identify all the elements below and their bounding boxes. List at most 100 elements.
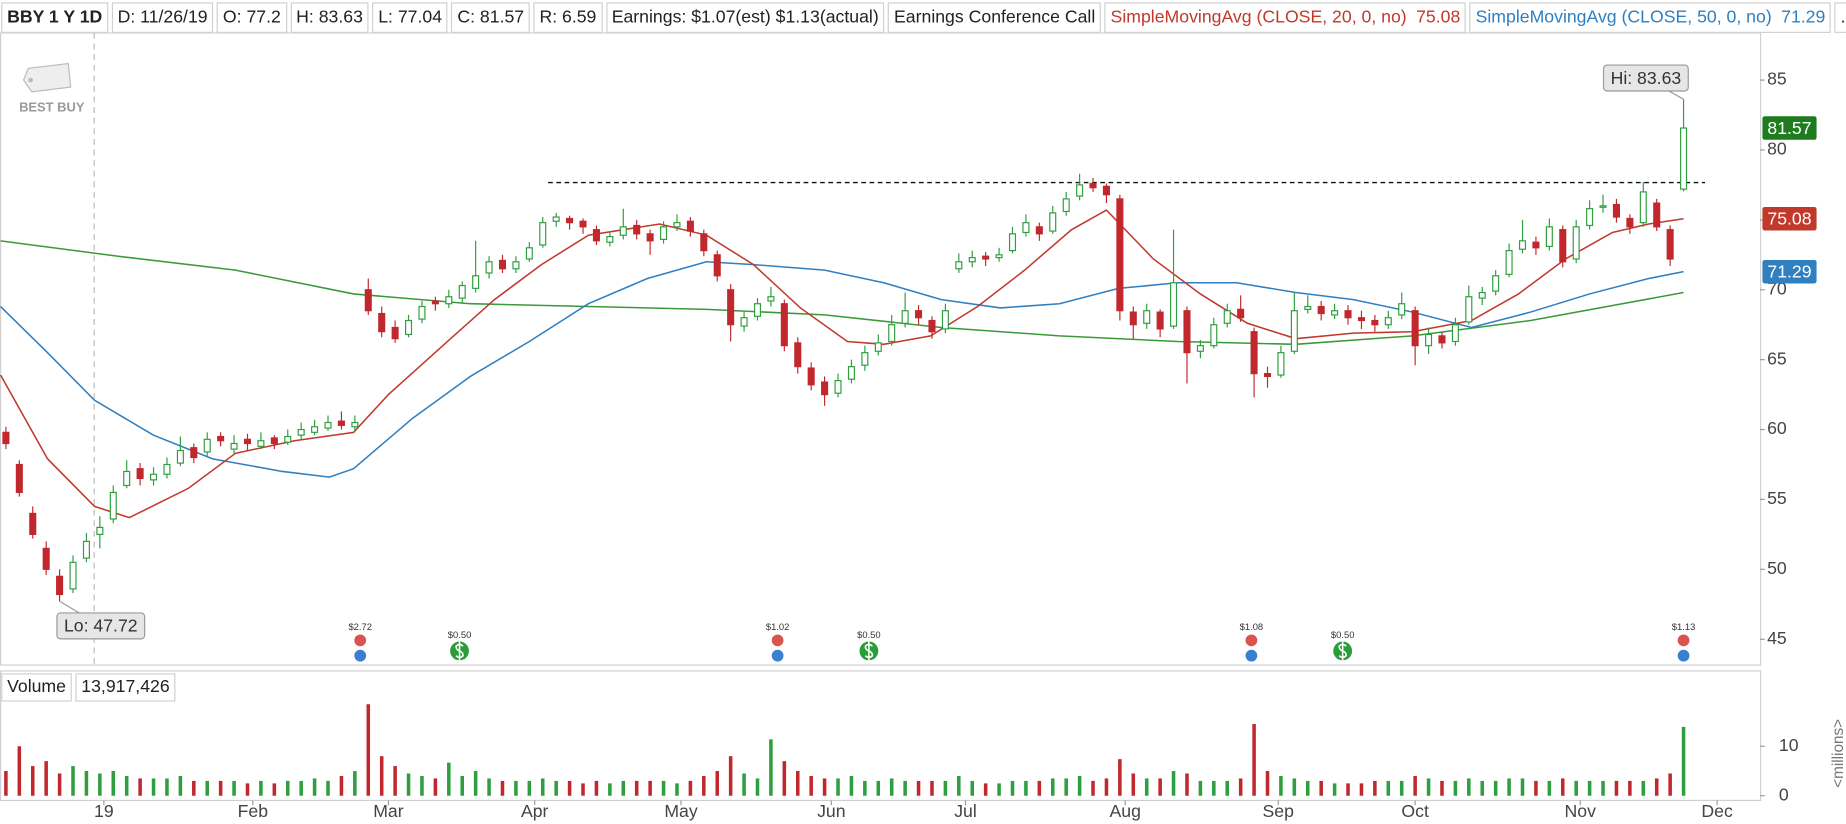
candle-body [1492,275,1500,292]
candle-body [123,470,131,487]
volume-bar [1279,775,1283,796]
study-price-label: 71.29 [1767,262,1811,282]
candle-body [1116,198,1124,312]
study-legend: SimpleMovingAvg (CLOSE, 20, 0, no) 75.08 [1104,2,1467,33]
candle-body [1626,217,1634,228]
earnings-label: $1.13 [1672,621,1696,632]
volume-bar [634,780,639,796]
volume-bar [1292,778,1297,796]
volume-bar [1386,780,1391,796]
candle-body [2,431,10,445]
volume-bar [1319,780,1323,796]
candle-body [1049,212,1057,232]
candle-body [378,312,386,333]
volume-bar [1601,780,1605,796]
volume-bar [1426,778,1431,796]
volume-bar [554,780,558,796]
candle-body [740,317,748,327]
candle-body [1237,308,1245,319]
earnings-icon[interactable] [1245,649,1258,662]
volume-bar [218,780,223,796]
x-tick-label: Nov [1565,801,1597,821]
volume-bar [957,775,961,796]
candle-body [1183,310,1191,354]
candle-body [1451,324,1459,343]
volume-bar [245,783,250,796]
volume-bar [594,780,599,796]
volume-bar [769,739,773,796]
earnings-icon[interactable] [1677,649,1690,662]
volume-bar [1373,780,1377,796]
candle-body [337,420,345,426]
volume-bar [916,780,921,796]
candle-body [1076,184,1084,197]
volume-bar [420,775,424,796]
candle-body [1143,310,1151,324]
candle-body [351,421,359,428]
header-item: BBY 1 Y 1D [1,2,109,33]
y-tick-label: 50 [1767,558,1787,578]
candle-body [1612,203,1620,218]
earnings-call-icon [1677,634,1690,647]
candle-body [217,435,225,442]
candle-body [257,440,265,447]
candle-body [364,289,372,312]
logo: BEST BUY [19,62,85,115]
candle-body [1022,222,1030,234]
candle-body [1304,305,1312,310]
volume-bar [1158,778,1162,796]
volume-axis-label: <millions> [1830,719,1846,788]
candle-body [230,442,238,450]
volume-bar [84,771,89,796]
volume-bar [1212,780,1216,796]
y-tick-label: 80 [1767,139,1787,159]
candle-body [525,247,533,260]
candle-body [888,324,896,343]
volume-bar [742,773,746,796]
candle-body [15,463,23,494]
dividend-label: $0.50 [448,629,472,640]
volume-bar [151,778,156,796]
candle-body [485,261,493,274]
candle-body [552,216,560,222]
earnings-icon[interactable] [771,649,784,662]
candle-body [498,259,507,270]
volume-bar [30,766,35,796]
volume-bar [1265,771,1270,796]
volume-value: 13,917,426 [75,673,176,702]
candle-body [982,255,990,260]
candle-body [1008,233,1017,252]
candle-body [1263,373,1272,378]
candle-body [660,226,668,241]
candle-body [1129,311,1137,326]
moving-average [0,261,1684,478]
volume-title: Volume [1,673,72,702]
candle-body [713,254,721,277]
volume-bar [608,783,612,796]
candle-body [1639,191,1647,224]
x-tick-label: Jul [954,801,977,821]
candle-body [794,342,802,368]
volume-bar [661,780,666,796]
header-item: Earnings: $1.07(est) $1.13(actual) [605,2,885,33]
candle-body [566,217,574,224]
last-price-label: 81.57 [1767,118,1811,138]
earnings-icon[interactable] [354,649,367,662]
candle-body [1102,185,1110,196]
volume-bar [44,761,48,796]
candle-body [955,261,963,270]
study-value: 75.08 [1416,7,1461,28]
header-more[interactable]: ... [1834,2,1846,33]
candle-body [834,380,842,394]
volume-bar [1252,724,1256,796]
hi-label: Hi: 83.63 [1611,68,1682,88]
candle-body [1062,198,1070,213]
study-price-box [1762,259,1817,284]
candle-body [82,540,90,559]
dividend-label: $0.50 [1331,629,1355,640]
candle-body [1666,229,1674,260]
volume-bar [1574,780,1578,796]
volume-bar [540,778,545,796]
x-tick-label: May [664,801,698,821]
volume-bar [1520,778,1525,796]
